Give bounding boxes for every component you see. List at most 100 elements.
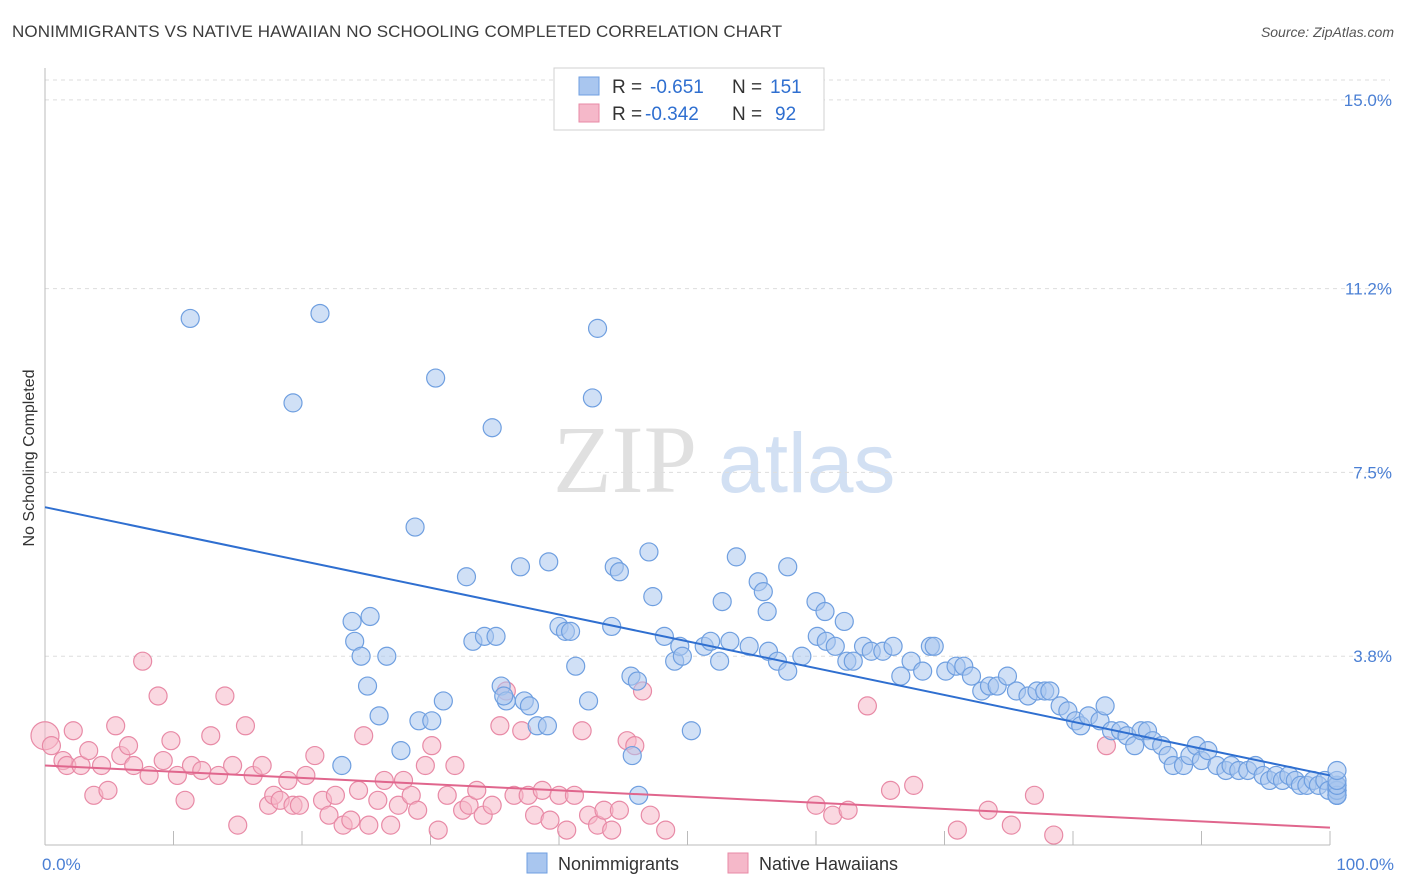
legend-swatch-blue (578, 76, 600, 96)
watermark-atlas: atlas (718, 416, 895, 510)
blue-point-33 (433, 691, 453, 711)
series-native-hawaiians (30, 651, 1117, 845)
blue-point-0 (180, 308, 200, 329)
pink-point-92 (947, 820, 967, 840)
pink-point-49 (381, 815, 401, 835)
blue-point-148 (1327, 760, 1347, 781)
grid-lines (45, 79, 1390, 657)
blue-point-41 (494, 686, 514, 706)
blue-point-50 (578, 691, 599, 711)
watermark-zip: ZIP (553, 406, 697, 513)
series-legend: Nonimmigrants Native Hawaiians (526, 852, 898, 874)
pink-point-36 (289, 795, 310, 815)
blue-point-22 (815, 601, 835, 622)
pink-point-50 (388, 795, 408, 815)
y-axis-title: No Schooling Completed (21, 370, 38, 547)
pink-point-30 (252, 755, 272, 776)
pink-point-5 (71, 755, 91, 776)
pink-point-96 (1044, 825, 1064, 845)
blue-point-6 (482, 418, 502, 438)
legend-r-label-2: R = (612, 104, 642, 125)
blue-point-72 (843, 651, 863, 671)
blue-point-101 (1095, 696, 1115, 716)
blue-point-7 (405, 517, 425, 537)
blue-point-57 (672, 646, 692, 666)
pink-point-91 (904, 775, 924, 795)
pink-point-54 (415, 755, 435, 776)
pink-point-73 (557, 820, 577, 840)
blue-point-3 (283, 393, 303, 413)
pink-point-26 (223, 755, 243, 776)
pink-point-57 (437, 785, 457, 805)
pink-point-48 (374, 770, 394, 791)
blue-point-4 (426, 368, 446, 388)
pink-point-20 (175, 790, 195, 810)
pink-point-43 (341, 810, 361, 830)
blue-point-30 (369, 706, 389, 726)
blue-point-20 (757, 601, 777, 622)
pink-point-89 (857, 696, 878, 716)
blue-point-2 (587, 318, 608, 338)
blue-point-10 (539, 552, 559, 572)
pink-point-27 (228, 815, 248, 835)
pink-point-60 (459, 795, 479, 815)
y-tick-label-3: 15.0% (1344, 91, 1392, 110)
blue-point-38 (486, 626, 506, 646)
pink-point-10 (106, 716, 126, 736)
pink-point-95 (1024, 785, 1045, 805)
pink-point-8 (91, 755, 112, 776)
pink-point-1 (41, 736, 62, 756)
pink-point-28 (235, 716, 256, 736)
pink-point-16 (148, 686, 168, 706)
blue-point-70 (825, 636, 845, 656)
y-tick-labels: 3.8% 7.5% 11.2% 15.0% (1344, 91, 1392, 666)
chart-title: NONIMMIGRANTS VS NATIVE HAWAIIAN NO SCHO… (12, 22, 783, 41)
trend-line-nonimmigrants (44, 506, 1331, 777)
legend-n-label-1: N = (732, 77, 762, 98)
pink-point-14 (133, 651, 153, 671)
legend-r-value-2: -0.342 (645, 104, 699, 125)
blue-point-34 (391, 741, 411, 761)
pink-point-85 (656, 820, 676, 840)
axes (44, 68, 1331, 846)
blue-point-25 (360, 606, 380, 627)
blue-point-28 (351, 646, 371, 666)
pink-point-88 (838, 800, 858, 820)
pink-point-86 (806, 795, 826, 815)
blue-point-23 (834, 611, 854, 632)
correlation-legend: R = -0.651 N = 151 R = -0.342 N = 92 (553, 67, 825, 131)
blue-point-27 (377, 646, 397, 666)
blue-point-58 (681, 721, 701, 741)
blue-point-66 (778, 661, 798, 681)
pink-point-13 (124, 755, 144, 776)
bottom-legend-label-native-hawaiians: Native Hawaiians (759, 854, 898, 874)
series-nonimmigrants (180, 303, 1347, 805)
blue-point-35 (332, 755, 352, 776)
y-tick-label-2: 11.2% (1345, 280, 1392, 299)
legend-r-value-1: -0.651 (650, 77, 704, 98)
pink-point-53 (408, 800, 428, 820)
pink-point-25 (215, 686, 235, 706)
pink-point-37 (296, 765, 316, 786)
x-tick-label-0: 0.0% (42, 855, 81, 874)
blue-point-81 (924, 636, 944, 656)
bottom-legend-swatch-blue (526, 852, 548, 874)
pink-point-56 (428, 820, 448, 840)
x-tick-label-1: 100.0% (1336, 855, 1394, 874)
pink-point-40 (319, 805, 339, 825)
pink-point-41 (325, 785, 346, 805)
pink-point-58 (445, 755, 465, 776)
blue-point-19 (712, 591, 732, 612)
blue-point-45 (537, 716, 558, 736)
pink-point-44 (348, 780, 369, 800)
blue-point-61 (710, 651, 730, 671)
blue-point-85 (961, 666, 982, 686)
pink-point-34 (278, 770, 298, 791)
pink-point-18 (161, 731, 181, 751)
blue-point-18 (643, 587, 663, 607)
blue-point-12 (609, 562, 629, 582)
trend-line-native-hawaiians (44, 764, 1331, 829)
blue-point-43 (519, 696, 540, 716)
blue-point-17 (753, 582, 773, 602)
blue-point-150 (622, 745, 642, 766)
